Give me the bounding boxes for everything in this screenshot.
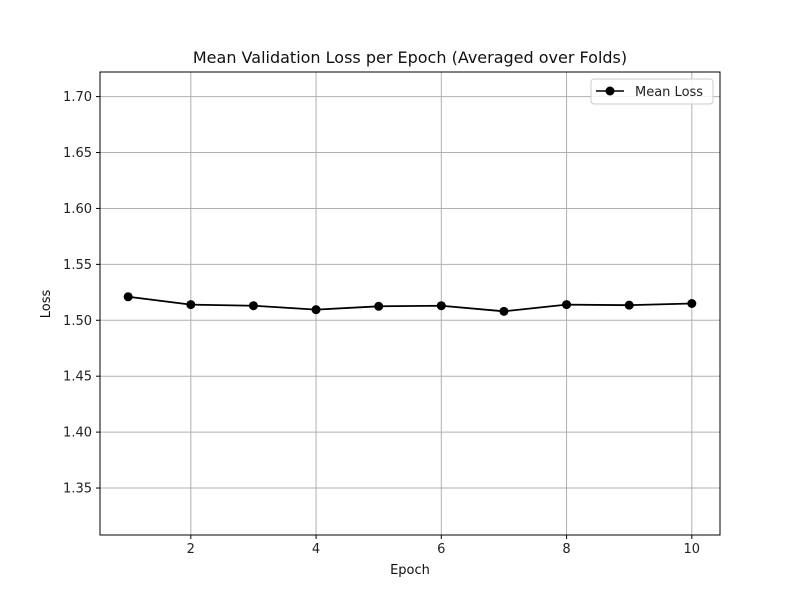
plot-area-frame (99, 71, 721, 536)
y-tick-label: 1.55 (63, 258, 92, 273)
legend-box (590, 78, 714, 105)
legend-label: Mean Loss (635, 85, 703, 100)
x-axis-label: Epoch (390, 563, 430, 578)
data-point (186, 300, 196, 310)
data-point (123, 292, 133, 302)
chart-title: Mean Validation Loss per Epoch (Averaged… (193, 48, 627, 67)
data-point (311, 305, 321, 315)
x-axis-ticks: 2 4 6 8 10 (187, 535, 700, 557)
data-point (687, 299, 697, 308)
y-tick-label: 1.60 (63, 202, 92, 217)
y-axis-ticks: 1.35 1.40 1.45 1.50 1.55 1.60 1.65 1.70 (63, 90, 100, 497)
y-axis-label: Loss (39, 290, 54, 319)
y-tick-label: 1.45 (63, 370, 92, 385)
data-point (248, 301, 258, 311)
data-point (374, 301, 384, 311)
legend-marker-swatch (605, 86, 615, 96)
x-tick-label: 2 (187, 542, 195, 557)
legend: Mean Loss (590, 78, 714, 105)
x-tick-label: 10 (684, 542, 701, 557)
y-tick-label: 1.40 (63, 426, 92, 441)
x-tick-label: 8 (562, 542, 570, 557)
y-tick-label: 1.35 (63, 482, 92, 497)
y-tick-label: 1.50 (63, 314, 92, 329)
data-point (562, 300, 572, 310)
series-line-mean-loss (128, 295, 692, 313)
data-point (499, 306, 509, 316)
x-tick-label: 4 (312, 542, 320, 557)
data-point (624, 300, 634, 310)
data-point (436, 301, 446, 311)
x-tick-label: 6 (437, 542, 445, 557)
y-tick-label: 1.70 (63, 90, 92, 105)
series-group (123, 292, 697, 316)
y-tick-label: 1.65 (63, 146, 92, 161)
